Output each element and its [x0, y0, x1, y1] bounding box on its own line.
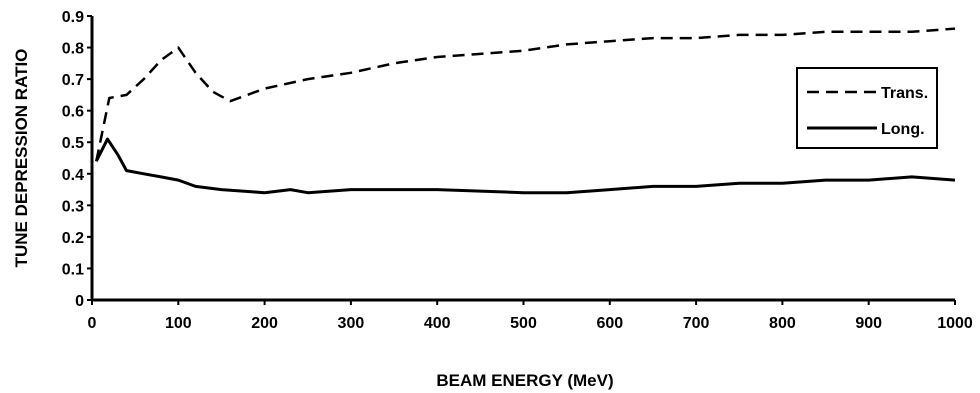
- legend-label: Long.: [881, 121, 925, 138]
- legend: Trans. Long.: [796, 67, 938, 149]
- y-tick-label: 0.4: [62, 167, 84, 184]
- y-axis-title: TUNE DEPRESSION RATIO: [12, 49, 31, 268]
- y-tick-label: 0.9: [62, 9, 84, 26]
- y-tick-label: 0.2: [62, 230, 84, 247]
- x-axis-title: BEAM ENERGY (MeV): [436, 371, 613, 390]
- y-tick-label: 0.8: [62, 41, 84, 58]
- axes: 0 0.1 0.2 0.3 0.4 0.5 0.6 0.7 0.8 0.9 0 100 200 300 40…: [62, 9, 973, 332]
- y-tick-label: 0.6: [62, 104, 84, 121]
- legend-label: Trans.: [881, 85, 928, 102]
- x-tick-label: 0: [88, 315, 97, 332]
- x-tick-label: 800: [769, 315, 796, 332]
- y-tick-label: 0: [75, 293, 84, 310]
- x-tick-label: 100: [165, 315, 192, 332]
- series-layer: [94, 27, 956, 195]
- y-tick-label: 0.7: [62, 72, 84, 89]
- x-tick-label: 900: [855, 315, 882, 332]
- y-tick-label: 0.1: [62, 261, 84, 278]
- x-tick-label: 200: [251, 315, 278, 332]
- series-line-long: [94, 137, 956, 195]
- legend-box: [796, 67, 938, 149]
- series-line-trans: [95, 27, 956, 162]
- x-tick-label: 600: [596, 315, 623, 332]
- x-tick-label: 500: [510, 315, 537, 332]
- y-tick-label: 0.3: [62, 198, 84, 215]
- x-tick-label: 1000: [937, 315, 973, 332]
- y-tick-label: 0.5: [62, 135, 84, 152]
- x-tick-label: 400: [424, 315, 451, 332]
- x-tick-label: 300: [338, 315, 365, 332]
- x-tick-label: 700: [683, 315, 710, 332]
